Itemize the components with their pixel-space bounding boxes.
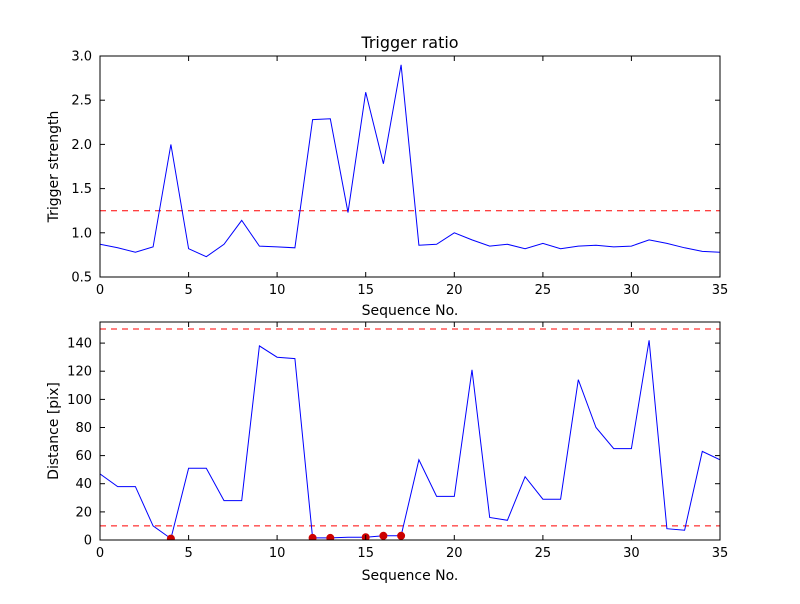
trigger-strength-line	[100, 64, 720, 258]
x-tick-label: 15	[357, 283, 374, 298]
y-tick-label: 2.5	[71, 94, 92, 109]
x-tick-label: 30	[623, 546, 640, 561]
x-tick-label: 35	[712, 546, 729, 561]
y-axis-label: Distance [pix]	[46, 382, 62, 480]
x-tick-label: 35	[712, 283, 729, 298]
y-tick-label: 1.5	[71, 182, 92, 197]
triggered-points-marker	[308, 533, 317, 540]
subplot-2: 0 5 10 15 20 25 30 35 0 20 40 60 80 100 120 140 Sequence…	[46, 321, 729, 584]
y-tick-label: 80	[75, 421, 92, 436]
y-tick-label: 40	[75, 477, 92, 492]
y-tick-label: 1.0	[71, 226, 92, 241]
x-axis-label: Sequence No.	[362, 303, 459, 319]
x-tick-label: 5	[184, 546, 192, 561]
distance-line	[100, 340, 720, 540]
y-tick-label: 2.0	[71, 138, 92, 153]
y-tick-label: 0	[84, 534, 92, 549]
chart-title: Trigger ratio	[360, 33, 458, 52]
triggered-points-marker	[166, 534, 175, 540]
x-tick-label: 20	[446, 546, 463, 561]
y-tick-label: 60	[75, 449, 92, 464]
triggered-points-marker	[326, 533, 335, 540]
plot-border	[99, 321, 721, 541]
triggered-points-marker	[397, 531, 406, 540]
x-tick-label: 25	[535, 283, 552, 298]
y-tick-label: 3.0	[71, 50, 92, 65]
y-tick-label: 120	[67, 365, 92, 380]
x-tick-label: 0	[96, 283, 104, 298]
x-tick-label: 10	[269, 546, 286, 561]
y-tick-label: 100	[67, 393, 92, 408]
y-axis-label: Trigger strength	[46, 111, 62, 224]
y-tick-label: 140	[67, 337, 92, 352]
subplot-1: 0 5 10 15 20 25 30 35 0.5 1.0 1.5 2.0 2.5 3.0 Trigger …	[46, 33, 728, 319]
x-tick-label: 20	[446, 283, 463, 298]
x-tick-label: 10	[269, 283, 286, 298]
triggered-points-marker	[379, 531, 388, 540]
x-axis-label: Sequence No.	[362, 568, 459, 584]
x-tick-label: 25	[535, 546, 552, 561]
x-tick-label: 30	[623, 283, 640, 298]
x-tick-label: 5	[184, 283, 192, 298]
plot-border	[99, 55, 721, 278]
x-tick-label: 0	[96, 546, 104, 561]
y-tick-label: 0.5	[71, 271, 92, 286]
y-tick-label: 20	[75, 505, 92, 520]
x-tick-label: 15	[357, 546, 374, 561]
